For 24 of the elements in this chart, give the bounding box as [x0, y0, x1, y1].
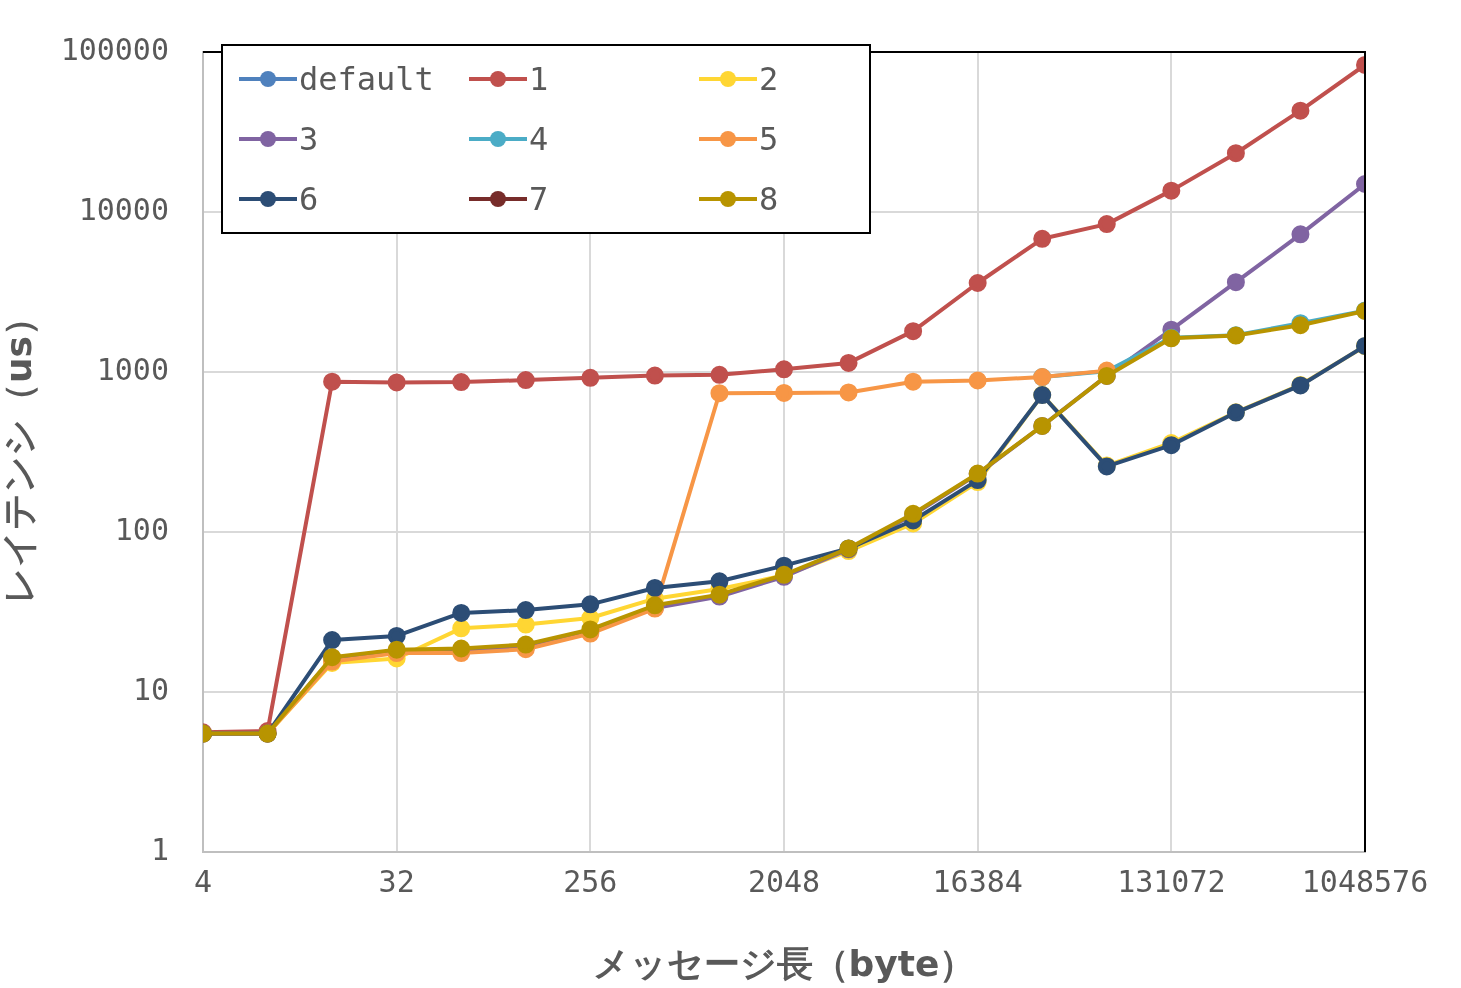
y-tick-label: 1	[150, 831, 169, 867]
y-axis-title: レイテンシ（us）	[0, 299, 39, 605]
legend-label: default	[299, 60, 434, 98]
x-axis-title: メッセージ長（byte）	[592, 942, 976, 984]
y-tick-label: 10	[132, 671, 169, 707]
legend-label: 2	[759, 60, 779, 98]
x-tick-label: 131072	[1117, 863, 1226, 899]
legend-label: 1	[529, 60, 549, 98]
x-tick-label: 16384	[932, 863, 1023, 899]
y-tick-label: 100	[114, 511, 169, 547]
x-tick-label: 1048576	[1301, 863, 1429, 899]
legend-label: 6	[299, 180, 319, 218]
legend-label: 3	[299, 120, 319, 158]
x-tick-label: 256	[563, 863, 618, 899]
legend-label: 8	[759, 180, 779, 218]
y-tick-label: 100000	[60, 31, 169, 67]
y-tick-label: 10000	[78, 191, 169, 227]
legend-label: 4	[529, 120, 549, 158]
x-tick-label: 4	[193, 863, 213, 899]
legend-label: 5	[759, 120, 779, 158]
x-tick-label: 32	[378, 863, 415, 899]
x-tick-label: 2048	[747, 863, 821, 899]
y-tick-label: 1000	[96, 351, 169, 387]
legend-label: 7	[529, 180, 549, 218]
